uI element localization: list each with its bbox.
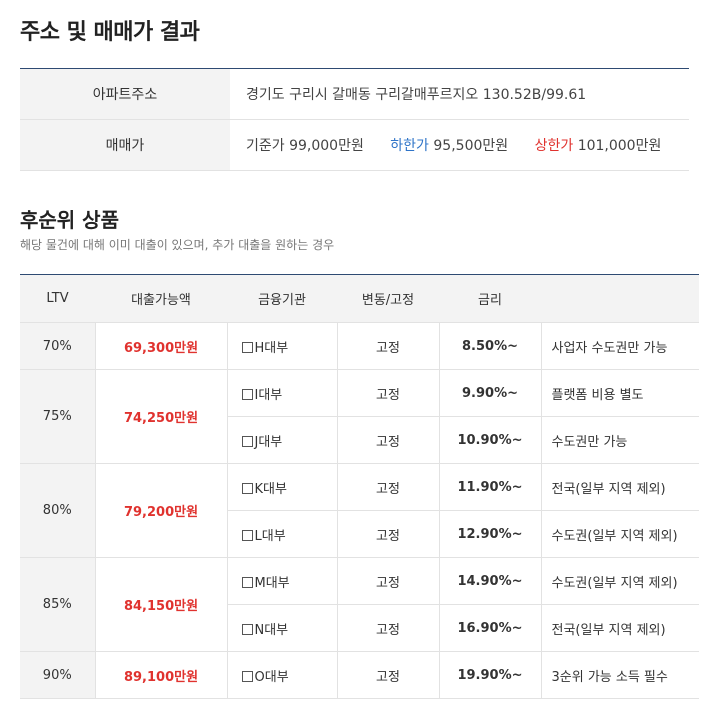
loan-amount-cell: 89,100만원 (95, 651, 228, 699)
price-values: 기준가 99,000만원 하한가 95,500만원 상한가 101,000만원 (230, 119, 689, 171)
note-cell: 전국(일부 지역 제외) (541, 604, 699, 652)
base-price: 기준가 99,000만원 (246, 138, 364, 154)
section-title: 후순위 상품 (20, 208, 119, 232)
institution-checkbox[interactable] (241, 623, 253, 635)
price-row: 매매가 기준가 99,000만원 하한가 95,500만원 상한가 101,00… (20, 119, 689, 171)
low-price-value: 95,500만원 (433, 138, 509, 154)
institution-label: I대부 (254, 387, 283, 403)
institution-label: N대부 (254, 622, 289, 638)
ltv-cell: 80% (20, 463, 96, 558)
institution-label: M대부 (254, 575, 290, 591)
header-note (541, 274, 699, 323)
address-price-table: 아파트주소 경기도 구리시 갈매동 구리갈매푸르지오 130.52B/99.61… (20, 68, 689, 171)
rate-cell: 8.50%~ (439, 322, 542, 370)
page-title: 주소 및 매매가 결과 (20, 20, 200, 45)
rate-cell: 9.90%~ (439, 369, 542, 417)
header-institution: 금융기관 (227, 274, 337, 323)
institution-cell: N대부 (227, 604, 338, 652)
table-row: 75% 74,250만원 I대부 고정 9.90%~ 플랫폼 비용 별도 (20, 369, 699, 464)
note-cell: 수도권(일부 지역 제외) (541, 557, 699, 605)
table-row: J대부 고정 10.90%~ 수도권만 가능 (20, 416, 699, 464)
institution-cell: M대부 (227, 557, 338, 605)
loan-table: LTV 대출가능액 금융기관 변동/고정 금리 70% 69,300만원 H대부 고정… (20, 274, 699, 699)
institution-label: O대부 (254, 669, 289, 685)
high-price-value: 101,000만원 (577, 138, 662, 154)
institution-checkbox[interactable] (241, 388, 253, 400)
low-price-label: 하한가 (390, 138, 429, 154)
low-price: 하한가 95,500만원 (390, 138, 508, 154)
note-cell: 사업자 수도권만 가능 (541, 322, 699, 370)
rate-type-cell: 고정 (337, 557, 440, 605)
rate-type-cell: 고정 (337, 510, 440, 558)
institution-checkbox[interactable] (241, 341, 253, 353)
rate-type-cell: 고정 (337, 416, 440, 464)
rate-type-cell: 고정 (337, 463, 440, 511)
ltv-cell: 85% (20, 557, 96, 652)
institution-checkbox[interactable] (241, 482, 253, 494)
rate-type-cell: 고정 (337, 604, 440, 652)
table-row: 90% 89,100만원 O대부 고정 19.90%~ 3순위 가능 소득 필수 (20, 651, 699, 699)
institution-cell: K대부 (227, 463, 338, 511)
institution-label: K대부 (254, 481, 287, 497)
rate-cell: 12.90%~ (439, 510, 542, 558)
rate-type-cell: 고정 (337, 651, 440, 699)
table-row: N대부 고정 16.90%~ 전국(일부 지역 제외) (20, 604, 699, 652)
base-price-value: 99,000만원 (289, 138, 364, 154)
header-ltv: LTV (20, 274, 95, 323)
institution-label: L대부 (254, 528, 286, 544)
institution-cell: L대부 (227, 510, 338, 558)
rate-cell: 16.90%~ (439, 604, 542, 652)
institution-cell: H대부 (227, 322, 338, 370)
ltv-cell: 90% (20, 651, 96, 699)
high-price: 상한가 101,000만원 (535, 138, 662, 154)
table-row: 80% 79,200만원 K대부 고정 11.90%~ 전국(일부 지역 제외) (20, 463, 699, 558)
header-amount: 대출가능액 (95, 274, 227, 323)
rate-cell: 19.90%~ (439, 651, 542, 699)
high-price-label: 상한가 (534, 138, 574, 154)
header-rate: 금리 (439, 274, 541, 323)
table-row: L대부 고정 12.90%~ 수도권(일부 지역 제외) (20, 510, 699, 558)
rate-cell: 10.90%~ (439, 416, 542, 464)
note-cell: 수도권(일부 지역 제외) (541, 510, 699, 558)
loan-amount-cell: 69,300만원 (95, 322, 228, 370)
institution-label: J대부 (254, 434, 283, 450)
header-rate-type: 변동/고정 (337, 274, 439, 323)
note-cell: 수도권만 가능 (541, 416, 699, 464)
address-row: 아파트주소 경기도 구리시 갈매동 구리갈매푸르지오 130.52B/99.61 (20, 68, 689, 120)
institution-cell: I대부 (227, 369, 338, 417)
note-cell: 플랫폼 비용 별도 (541, 369, 699, 417)
rate-type-cell: 고정 (337, 322, 440, 370)
loan-table-header: LTV 대출가능액 금융기관 변동/고정 금리 (20, 274, 699, 323)
address-label: 아파트주소 (20, 68, 230, 120)
note-cell: 3순위 가능 소득 필수 (541, 651, 699, 699)
ltv-cell: 70% (20, 322, 96, 370)
table-row: 70% 69,300만원 H대부 고정 8.50%~ 사업자 수도권만 가능 (20, 322, 699, 370)
note-cell: 전국(일부 지역 제외) (541, 463, 699, 511)
rate-type-cell: 고정 (337, 369, 440, 417)
loan-amount-cell: 79,200만원 (95, 463, 228, 558)
address-value: 경기도 구리시 갈매동 구리갈매푸르지오 130.52B/99.61 (230, 68, 689, 120)
ltv-cell: 75% (20, 369, 96, 464)
base-price-label: 기준가 (246, 138, 285, 154)
table-row: 85% 84,150만원 M대부 고정 14.90%~ 수도권(일부 지역 제외) (20, 557, 699, 652)
loan-amount-cell: 84,150만원 (95, 557, 228, 652)
rate-cell: 14.90%~ (439, 557, 542, 605)
institution-checkbox[interactable] (241, 529, 253, 541)
institution-checkbox[interactable] (241, 435, 253, 447)
institution-label: H대부 (254, 340, 289, 356)
institution-checkbox[interactable] (241, 670, 253, 682)
institution-checkbox[interactable] (241, 576, 253, 588)
institution-cell: O대부 (227, 651, 338, 699)
institution-cell: J대부 (227, 416, 338, 464)
price-label: 매매가 (20, 119, 230, 171)
rate-cell: 11.90%~ (439, 463, 542, 511)
loan-table-body: 70% 69,300만원 H대부 고정 8.50%~ 사업자 수도권만 가능 75% 74,2… (20, 322, 699, 699)
section-description: 해당 물건에 대해 이미 대출이 있으며, 추가 대출을 원하는 경우 (20, 238, 335, 252)
loan-amount-cell: 74,250만원 (95, 369, 228, 464)
